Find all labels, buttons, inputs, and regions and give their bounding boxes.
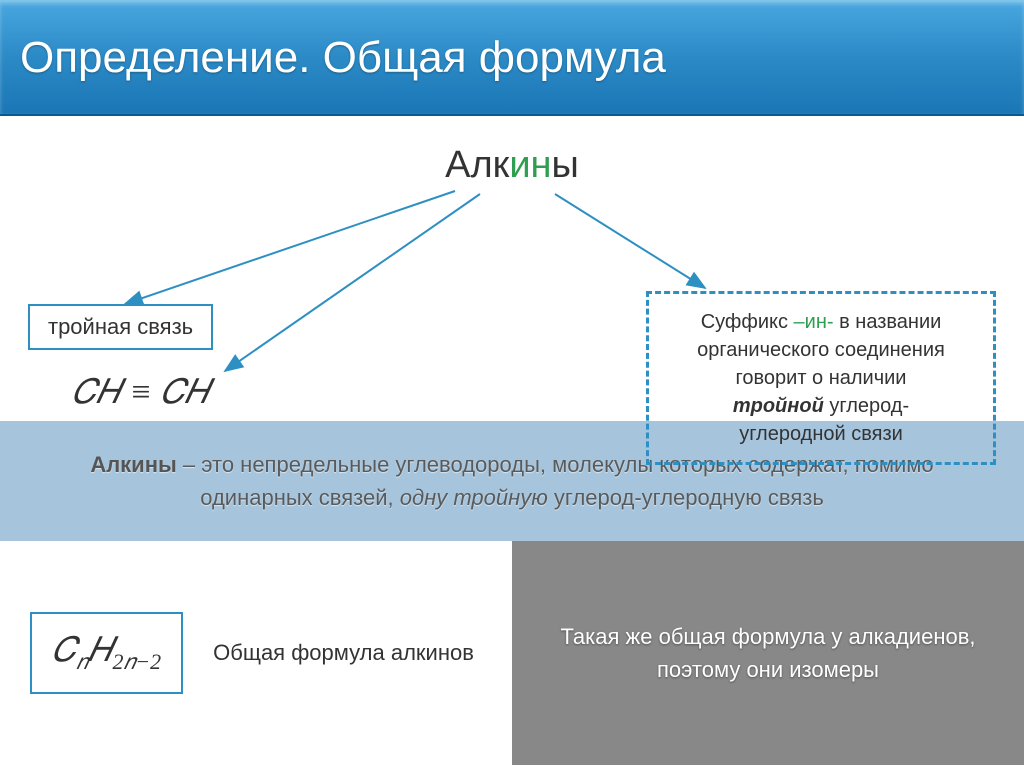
arrow-1	[125, 191, 455, 304]
alkiny-part3: ы	[552, 144, 579, 186]
slide-header: Определение. Общая формула	[0, 0, 1024, 116]
suffix-line2: органического соединения	[697, 339, 945, 361]
triple-bond-label: тройная связь	[28, 304, 213, 350]
alkiny-part2: ин	[509, 144, 551, 186]
suffix-line5: углеродной связи	[739, 423, 903, 445]
alkiny-word: Алкины	[445, 144, 579, 187]
formula-ch: 𝐶𝐻 ≡ 𝐶𝐻	[72, 374, 209, 412]
suffix-line1c: в названии	[834, 311, 942, 333]
gf-h: 𝐻	[88, 632, 113, 669]
bottom-left: 𝐶𝑛𝐻2𝑛−2 Общая формула алкинов	[0, 541, 512, 765]
def-text2: углерод-углеродную связь	[548, 485, 824, 510]
bottom-row: 𝐶𝑛𝐻2𝑛−2 Общая формула алкинов Такая же о…	[0, 541, 1024, 765]
suffix-line1b: –ин-	[794, 311, 834, 333]
gf-c: 𝐶	[52, 632, 76, 669]
suffix-line4b: углерод-	[824, 395, 909, 417]
suffix-line4a: тройной	[733, 395, 824, 417]
suffix-box: Суффикс –ин- в названии органического со…	[646, 291, 996, 465]
arrow-2	[225, 194, 480, 371]
suffix-line3: говорит о наличии	[736, 367, 907, 389]
arrow-3	[555, 194, 705, 288]
suffix-line1a: Суффикс	[701, 311, 794, 333]
bottom-right-text: Такая же общая формула у алкадиенов, поэ…	[552, 620, 984, 686]
bottom-right: Такая же общая формула у алкадиенов, поэ…	[512, 541, 1024, 765]
general-formula-box: 𝐶𝑛𝐻2𝑛−2	[30, 612, 183, 695]
content-top: Алкины тройная связь 𝐶𝐻 ≡ 𝐶𝐻 Суффикс –ин…	[0, 116, 1024, 421]
gf-n: 𝑛	[76, 648, 88, 673]
general-formula-label: Общая формула алкинов	[213, 640, 474, 666]
slide-title: Определение. Общая формула	[20, 33, 666, 83]
def-italic: одну тройную	[400, 485, 548, 510]
triple-bond-text: тройная связь	[48, 314, 193, 339]
alkiny-part1: Алк	[445, 144, 509, 186]
gf-sub2: 2𝑛−2	[112, 648, 161, 673]
def-bold: Алкины	[90, 452, 176, 477]
